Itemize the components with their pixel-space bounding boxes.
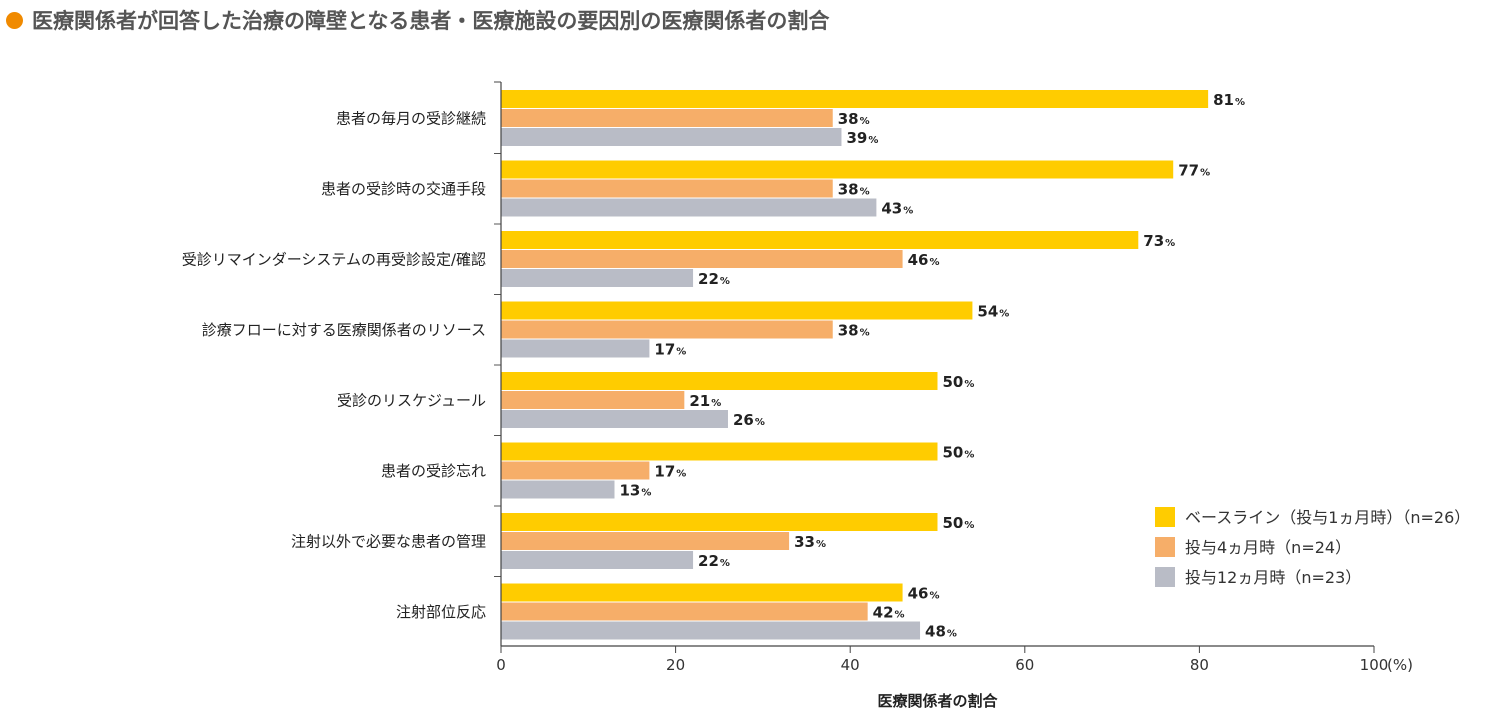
data-label: 54% bbox=[977, 303, 1009, 321]
x-tick-label: 0 bbox=[496, 656, 506, 674]
x-tick-label: 100 bbox=[1360, 656, 1389, 674]
bar bbox=[501, 621, 921, 640]
data-label: 21% bbox=[689, 392, 721, 410]
data-label: 38% bbox=[838, 110, 870, 128]
legend-swatch bbox=[1155, 567, 1175, 587]
bar bbox=[501, 532, 790, 550]
bar bbox=[501, 320, 833, 339]
category-label: 注射以外で必要な患者の管理 bbox=[291, 533, 486, 551]
legend-label: 投与12ヵ月時（n=23） bbox=[1185, 568, 1361, 587]
bar bbox=[501, 301, 973, 320]
chart-title: 医療関係者が回答した治療の障壁となる患者・医療施設の要因別の医療関係者の割合 bbox=[32, 9, 830, 33]
bar bbox=[501, 198, 877, 217]
bar bbox=[501, 128, 842, 146]
bar bbox=[501, 339, 650, 358]
bar bbox=[501, 410, 728, 428]
legend-label: ベースライン（投与1ヵ月時）（n=26） bbox=[1185, 508, 1470, 527]
data-label: 77% bbox=[1178, 162, 1210, 180]
bar bbox=[501, 461, 650, 480]
bar bbox=[501, 179, 833, 198]
bar bbox=[501, 391, 685, 409]
chart-title-row: 医療関係者が回答した治療の障壁となる患者・医療施設の要因別の医療関係者の割合 bbox=[6, 4, 829, 36]
bar bbox=[501, 551, 694, 569]
legend-swatch bbox=[1155, 507, 1175, 527]
category-label: 診療フローに対する医療関係者のリソース bbox=[202, 321, 486, 339]
data-label: 81% bbox=[1213, 91, 1245, 109]
category-label: 受診のリスケジュール bbox=[337, 392, 486, 410]
bar bbox=[501, 250, 903, 268]
data-label: 46% bbox=[908, 585, 940, 603]
x-tick-label: 80 bbox=[1190, 656, 1209, 674]
data-label: 38% bbox=[838, 322, 870, 340]
x-axis-title: 医療関係者の割合 bbox=[877, 692, 998, 710]
data-label: 46% bbox=[908, 251, 940, 269]
x-tick-label: 40 bbox=[841, 656, 860, 674]
data-label: 13% bbox=[619, 482, 651, 500]
data-label: 17% bbox=[654, 463, 686, 481]
legend-swatch bbox=[1155, 537, 1175, 557]
data-label: 22% bbox=[698, 270, 730, 288]
category-label: 患者の毎月の受診継続 bbox=[336, 110, 486, 128]
category-label: 患者の受診忘れ bbox=[381, 462, 486, 480]
data-label: 43% bbox=[881, 200, 913, 218]
data-label: 50% bbox=[943, 444, 975, 462]
bar bbox=[501, 90, 1209, 108]
x-tick-label: 60 bbox=[1015, 656, 1034, 674]
bar bbox=[501, 602, 868, 621]
data-label: 50% bbox=[943, 373, 975, 391]
data-label: 38% bbox=[838, 181, 870, 199]
title-bullet-icon bbox=[6, 11, 23, 29]
data-label: 26% bbox=[733, 411, 765, 429]
category-label: 患者の受診時の交通手段 bbox=[321, 180, 486, 198]
data-label: 50% bbox=[943, 514, 975, 532]
data-label: 33% bbox=[794, 533, 826, 551]
bar bbox=[501, 513, 938, 531]
bar bbox=[501, 583, 903, 602]
bar bbox=[501, 442, 938, 461]
data-label: 22% bbox=[698, 552, 730, 570]
data-label: 42% bbox=[873, 604, 905, 622]
bar bbox=[501, 231, 1139, 249]
bar bbox=[501, 269, 694, 287]
data-label: 17% bbox=[654, 341, 686, 359]
bar bbox=[501, 109, 833, 127]
category-label: 受診リマインダーシステムの再受診設定/確認 bbox=[182, 251, 486, 269]
legend-label: 投与4ヵ月時（n=24） bbox=[1185, 538, 1351, 557]
x-axis-unit: (%) bbox=[1387, 656, 1413, 674]
x-tick-label: 20 bbox=[666, 656, 685, 674]
category-label: 注射部位反応 bbox=[396, 603, 486, 621]
data-label: 48% bbox=[925, 623, 957, 641]
data-label: 73% bbox=[1143, 232, 1175, 250]
bar bbox=[501, 372, 938, 390]
bar bbox=[501, 160, 1174, 179]
bar bbox=[501, 480, 615, 499]
data-label: 39% bbox=[846, 129, 878, 147]
